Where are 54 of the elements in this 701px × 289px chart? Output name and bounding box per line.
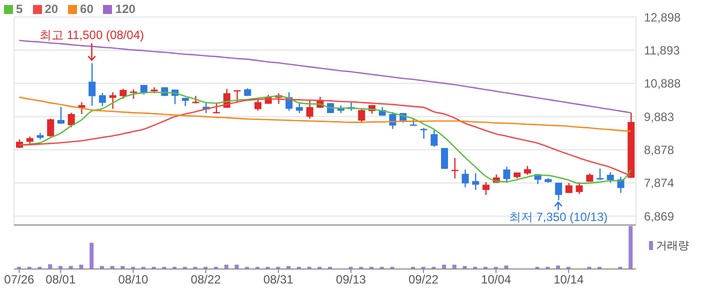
x-tick-label: 08/10 [118, 272, 149, 287]
candlestick [88, 62, 96, 106]
candlestick [555, 182, 562, 201]
candlestick [596, 168, 604, 181]
x-tick-label: 09/22 [408, 272, 439, 287]
bar [90, 242, 94, 269]
x-tick-label: 10/14 [554, 272, 584, 287]
bar [234, 264, 239, 269]
legend-label: 거래량 [656, 239, 689, 253]
candlestick [306, 100, 314, 120]
y-tick-label: 7,874 [644, 176, 674, 190]
bar [79, 264, 84, 269]
annotation: 최저 7,350 (10/13) [508, 210, 608, 224]
candlestick [47, 118, 54, 138]
line-series [18, 96, 632, 132]
candlestick [606, 172, 614, 184]
candlestick [565, 182, 572, 194]
candlestick [120, 88, 127, 100]
x-tick-label: 10/04 [481, 272, 512, 287]
x-tick-label: 08/22 [190, 272, 222, 287]
legend-label: 60 [80, 2, 94, 16]
y-tick-label: 8,878 [644, 143, 674, 158]
y-tick-label: 11,893 [644, 43, 680, 58]
y-tick-label: 6,869 [644, 209, 674, 224]
x-tick-label: 07/26 [4, 272, 35, 287]
candlestick [462, 168, 469, 188]
candlestick [296, 102, 303, 114]
candlestick [98, 92, 106, 107]
y-tick-label: 12,898 [644, 10, 682, 24]
annotation: 최고 11,500 (08/04) [39, 28, 144, 42]
y-tick-label: 9,883 [644, 110, 674, 124]
candlestick [441, 147, 448, 170]
candlestick [430, 130, 438, 148]
legend-label: 5 [16, 2, 23, 16]
legend-label: 20 [44, 2, 58, 16]
candlestick [358, 108, 366, 124]
candlestick [68, 112, 75, 128]
candlestick [109, 92, 116, 110]
x-tick-label: 08/01 [46, 272, 76, 287]
y-tick-label: 10,888 [644, 76, 682, 91]
legend-label: 120 [115, 2, 136, 16]
line-series [18, 40, 632, 114]
candlestick [130, 88, 138, 100]
candlestick [503, 166, 510, 184]
bar [442, 264, 446, 269]
x-tick-label: 08/31 [263, 272, 294, 287]
bar [628, 226, 633, 269]
x-tick-label: 09/13 [336, 272, 366, 287]
candlestick [482, 181, 490, 196]
candlestick [57, 106, 64, 124]
candlestick [254, 98, 262, 112]
bar [452, 264, 456, 269]
bar [224, 264, 228, 269]
candlestick [472, 172, 480, 191]
